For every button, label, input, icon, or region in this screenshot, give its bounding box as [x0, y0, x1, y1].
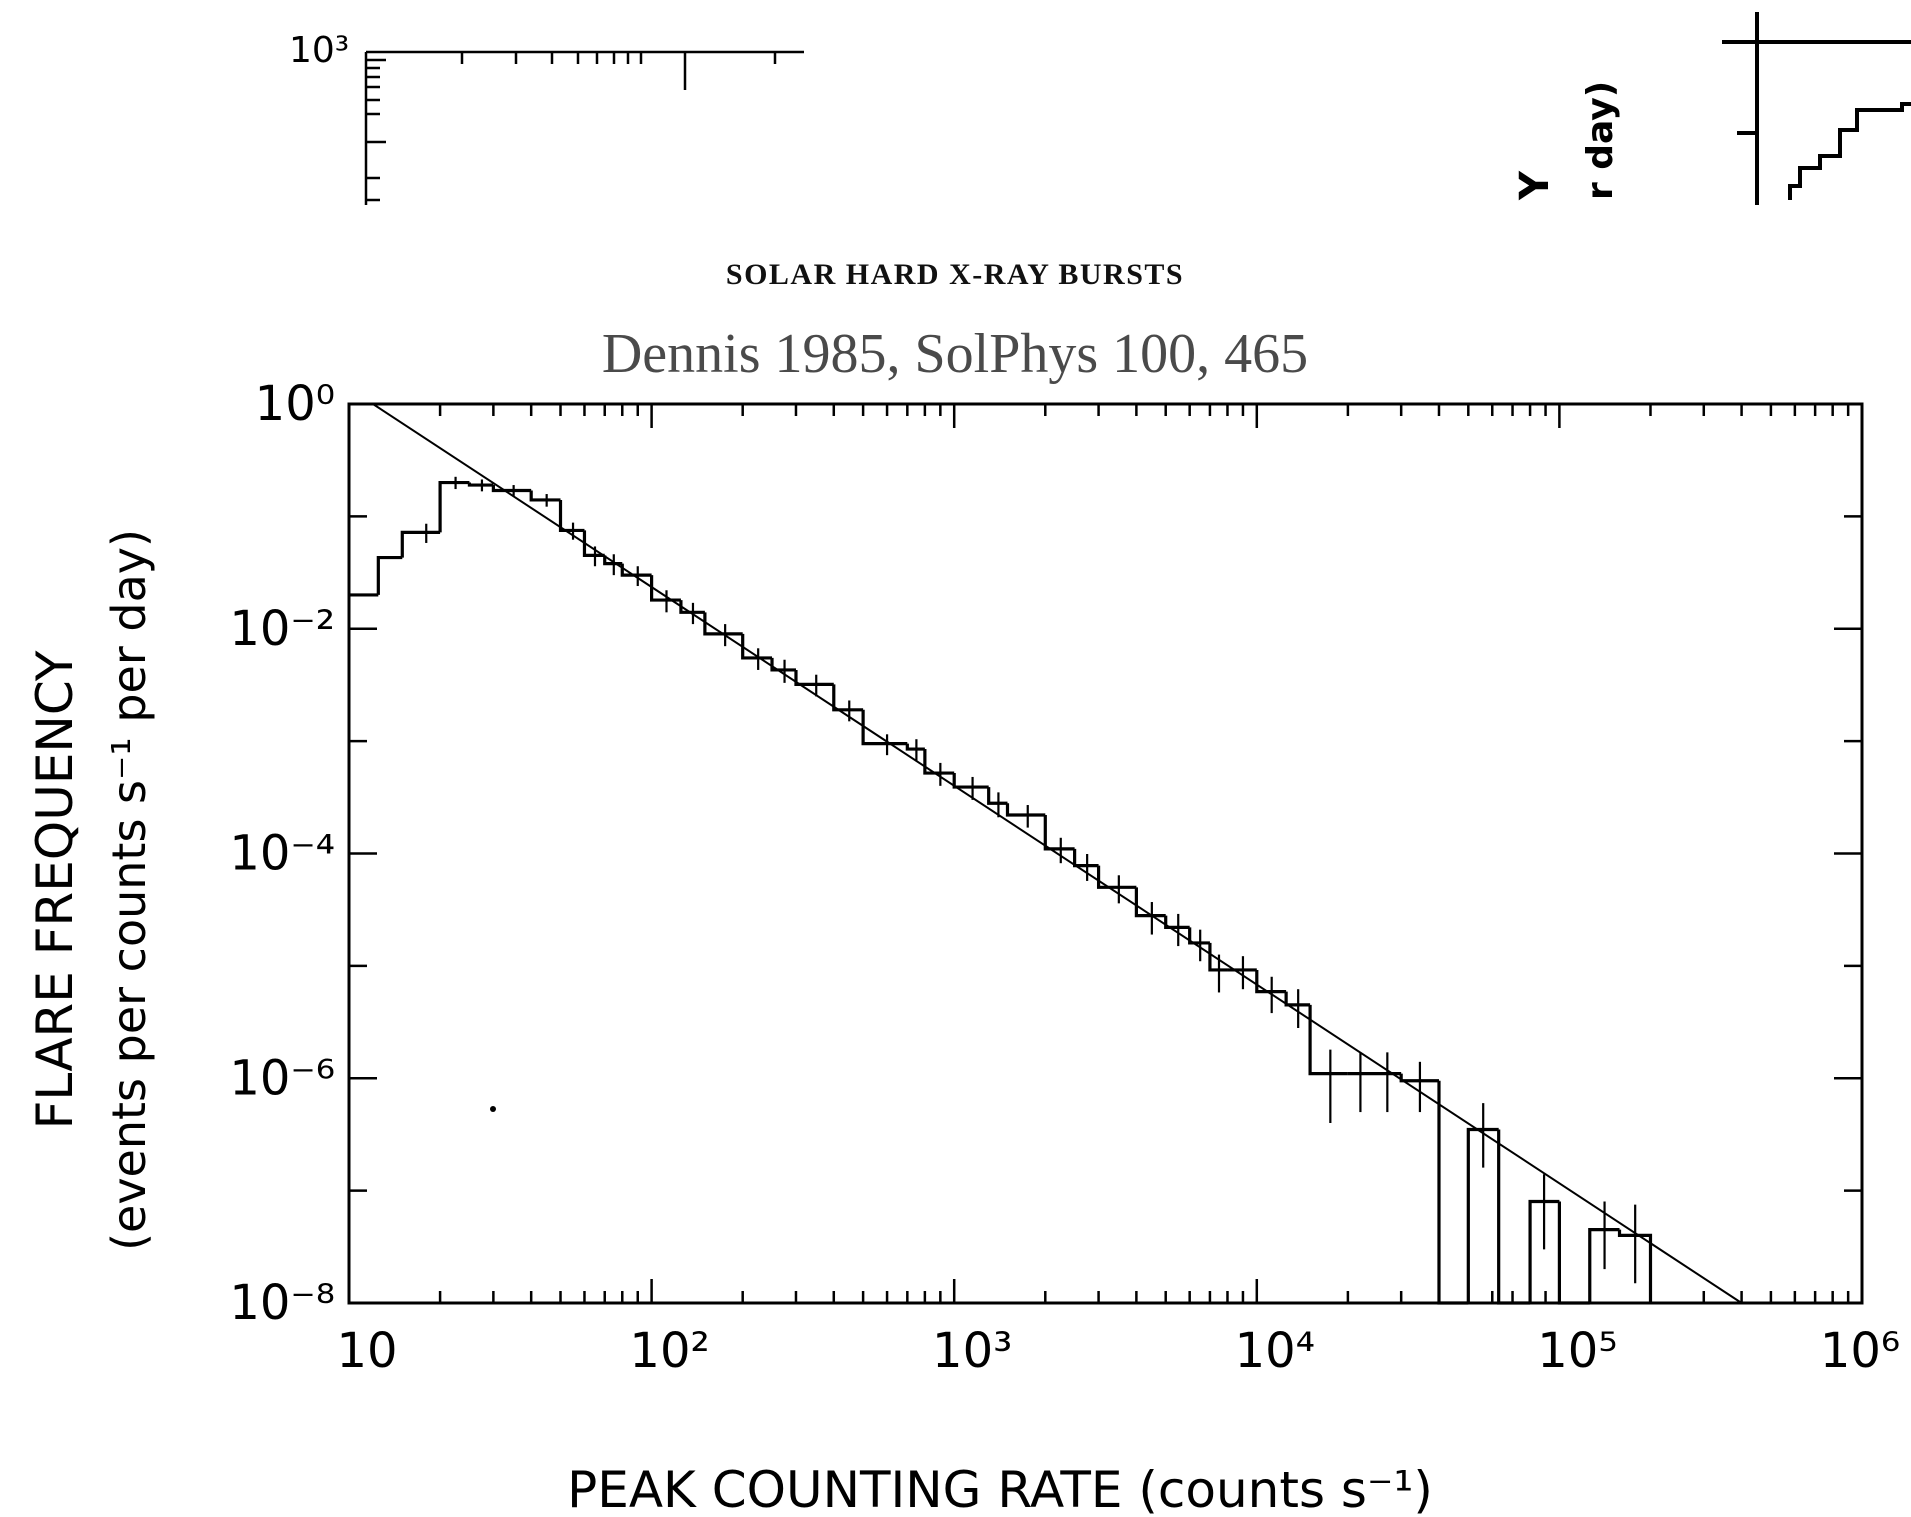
histogram-bin	[491, 485, 532, 493]
citation-caption: Dennis 1985, SolPhys 100, 465	[602, 323, 1308, 385]
histogram-bin	[438, 480, 470, 533]
y-tick-label: 10⁻²	[229, 601, 335, 657]
histogram-bin	[861, 709, 908, 746]
fragment-right-ticks	[1737, 40, 1757, 135]
y-axis-tick-labels: 10⁰ 10⁻² 10⁻⁴ 10⁻⁶ 10⁻⁸	[229, 376, 335, 1331]
error-bar-layer	[425, 476, 1637, 1284]
x-tick-label: 10³	[932, 1323, 1012, 1379]
histogram-bin	[1399, 1073, 1439, 1083]
fragment-right-axis-text-2: r day)	[1580, 81, 1621, 200]
y-tick-label: 10⁻⁸	[229, 1275, 335, 1331]
top-left-fragment	[364, 50, 804, 205]
histogram-bin	[1164, 915, 1190, 929]
fragment-right-histogram	[1788, 102, 1911, 200]
histogram-bin	[558, 499, 585, 533]
histogram-bin	[905, 743, 925, 751]
histogram-bin	[1134, 887, 1166, 918]
histogram-bin	[1005, 803, 1046, 817]
x-tick-label: 10⁶	[1820, 1323, 1900, 1379]
histogram-bin	[1188, 927, 1210, 945]
fit-line-layer	[372, 403, 1743, 1304]
top-right-fragment	[1722, 12, 1911, 205]
histogram-bin	[703, 612, 743, 636]
histogram-bin	[1528, 1199, 1560, 1303]
histogram-layer	[349, 480, 1653, 1305]
x-axis-tick-labels: 10 10² 10³ 10⁴ 10⁵ 10⁶	[336, 1323, 1900, 1379]
histogram-bin	[1308, 1004, 1348, 1076]
histogram-bin	[467, 482, 494, 487]
fragment-tick-label: 10³	[289, 30, 349, 71]
histogram-bin	[400, 530, 441, 558]
histogram-bin	[1588, 1228, 1620, 1303]
x-axis-ticks	[438, 404, 1850, 1303]
x-tick-label: 10⁵	[1537, 1323, 1617, 1379]
histogram-bin	[1255, 969, 1287, 994]
histogram-bin	[1497, 1129, 1531, 1305]
histogram-bin	[1096, 865, 1137, 889]
histogram-bin	[952, 773, 989, 789]
x-tick-label: 10²	[629, 1323, 709, 1379]
histogram-bin	[741, 633, 773, 660]
fragment-right-axis-text-1: Y	[1512, 170, 1558, 201]
histogram-bin	[529, 490, 561, 502]
histogram-bin	[1043, 815, 1075, 851]
y-tick-label: 10⁻⁶	[229, 1050, 335, 1106]
y-tick-label: 10⁻⁴	[229, 826, 335, 882]
running-head: SOLAR HARD X-RAY BURSTS	[726, 258, 1184, 291]
histogram-bin	[650, 575, 681, 602]
histogram-bin	[794, 669, 834, 686]
x-tick-label: 10⁴	[1235, 1323, 1315, 1379]
histogram-bin	[1437, 1080, 1469, 1305]
y-tick-label: 10⁰	[255, 376, 335, 432]
fragment-left-ticks	[366, 58, 386, 202]
histogram-bin	[1208, 942, 1228, 972]
x-tick-label: 10	[336, 1323, 397, 1379]
plot-frame	[347, 402, 1864, 1305]
y-axis-ticks	[349, 402, 1862, 1305]
histogram-bin	[770, 657, 796, 672]
plot-border	[347, 402, 1864, 1305]
y-axis-label-line2: (events per counts s⁻¹ per day)	[102, 529, 156, 1251]
histogram-bin	[987, 787, 1008, 805]
power-law-fit-line	[372, 403, 1743, 1304]
fragment-top-ticks	[460, 52, 777, 90]
histogram-bin	[1284, 991, 1311, 1007]
histogram-bin	[603, 555, 623, 566]
histogram-bin	[832, 684, 864, 712]
histogram-bin	[679, 600, 705, 614]
histogram-bin	[620, 563, 652, 577]
y-axis-label-line1: FLARE FREQUENCY	[26, 650, 84, 1129]
histogram-bin	[1466, 1127, 1499, 1303]
histogram-bin	[1557, 1201, 1590, 1305]
x-axis-label: PEAK COUNTING RATE (counts s⁻¹)	[567, 1461, 1433, 1517]
scan-speck	[490, 1106, 496, 1112]
histogram-bin	[376, 555, 403, 595]
histogram-bin	[582, 530, 605, 557]
histogram-bin	[1073, 848, 1099, 868]
histogram-bin	[923, 749, 955, 775]
